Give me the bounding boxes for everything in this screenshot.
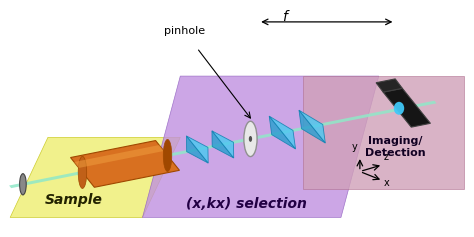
Polygon shape [186,136,208,163]
Polygon shape [186,136,208,163]
Text: Sample: Sample [45,193,103,207]
Ellipse shape [394,102,404,115]
Polygon shape [143,76,379,218]
Ellipse shape [19,174,26,195]
Polygon shape [376,79,402,92]
Polygon shape [9,101,437,188]
Text: z: z [383,151,389,162]
Polygon shape [74,145,164,168]
Text: (x,kx) selection: (x,kx) selection [186,197,307,211]
Polygon shape [299,110,325,143]
Polygon shape [212,131,234,158]
Text: f: f [282,10,287,24]
Text: pinhole: pinhole [164,26,206,36]
Text: y: y [351,142,357,152]
Polygon shape [299,110,325,143]
Polygon shape [10,137,180,218]
Ellipse shape [244,121,257,157]
Polygon shape [303,76,464,189]
Polygon shape [71,141,180,187]
Ellipse shape [249,136,252,142]
Text: Imaging/
Detection: Imaging/ Detection [365,136,426,158]
Polygon shape [383,88,430,127]
Polygon shape [269,116,295,149]
Ellipse shape [78,156,87,188]
Polygon shape [269,116,295,149]
Polygon shape [212,131,234,158]
Text: x: x [384,178,390,188]
Ellipse shape [163,139,172,171]
